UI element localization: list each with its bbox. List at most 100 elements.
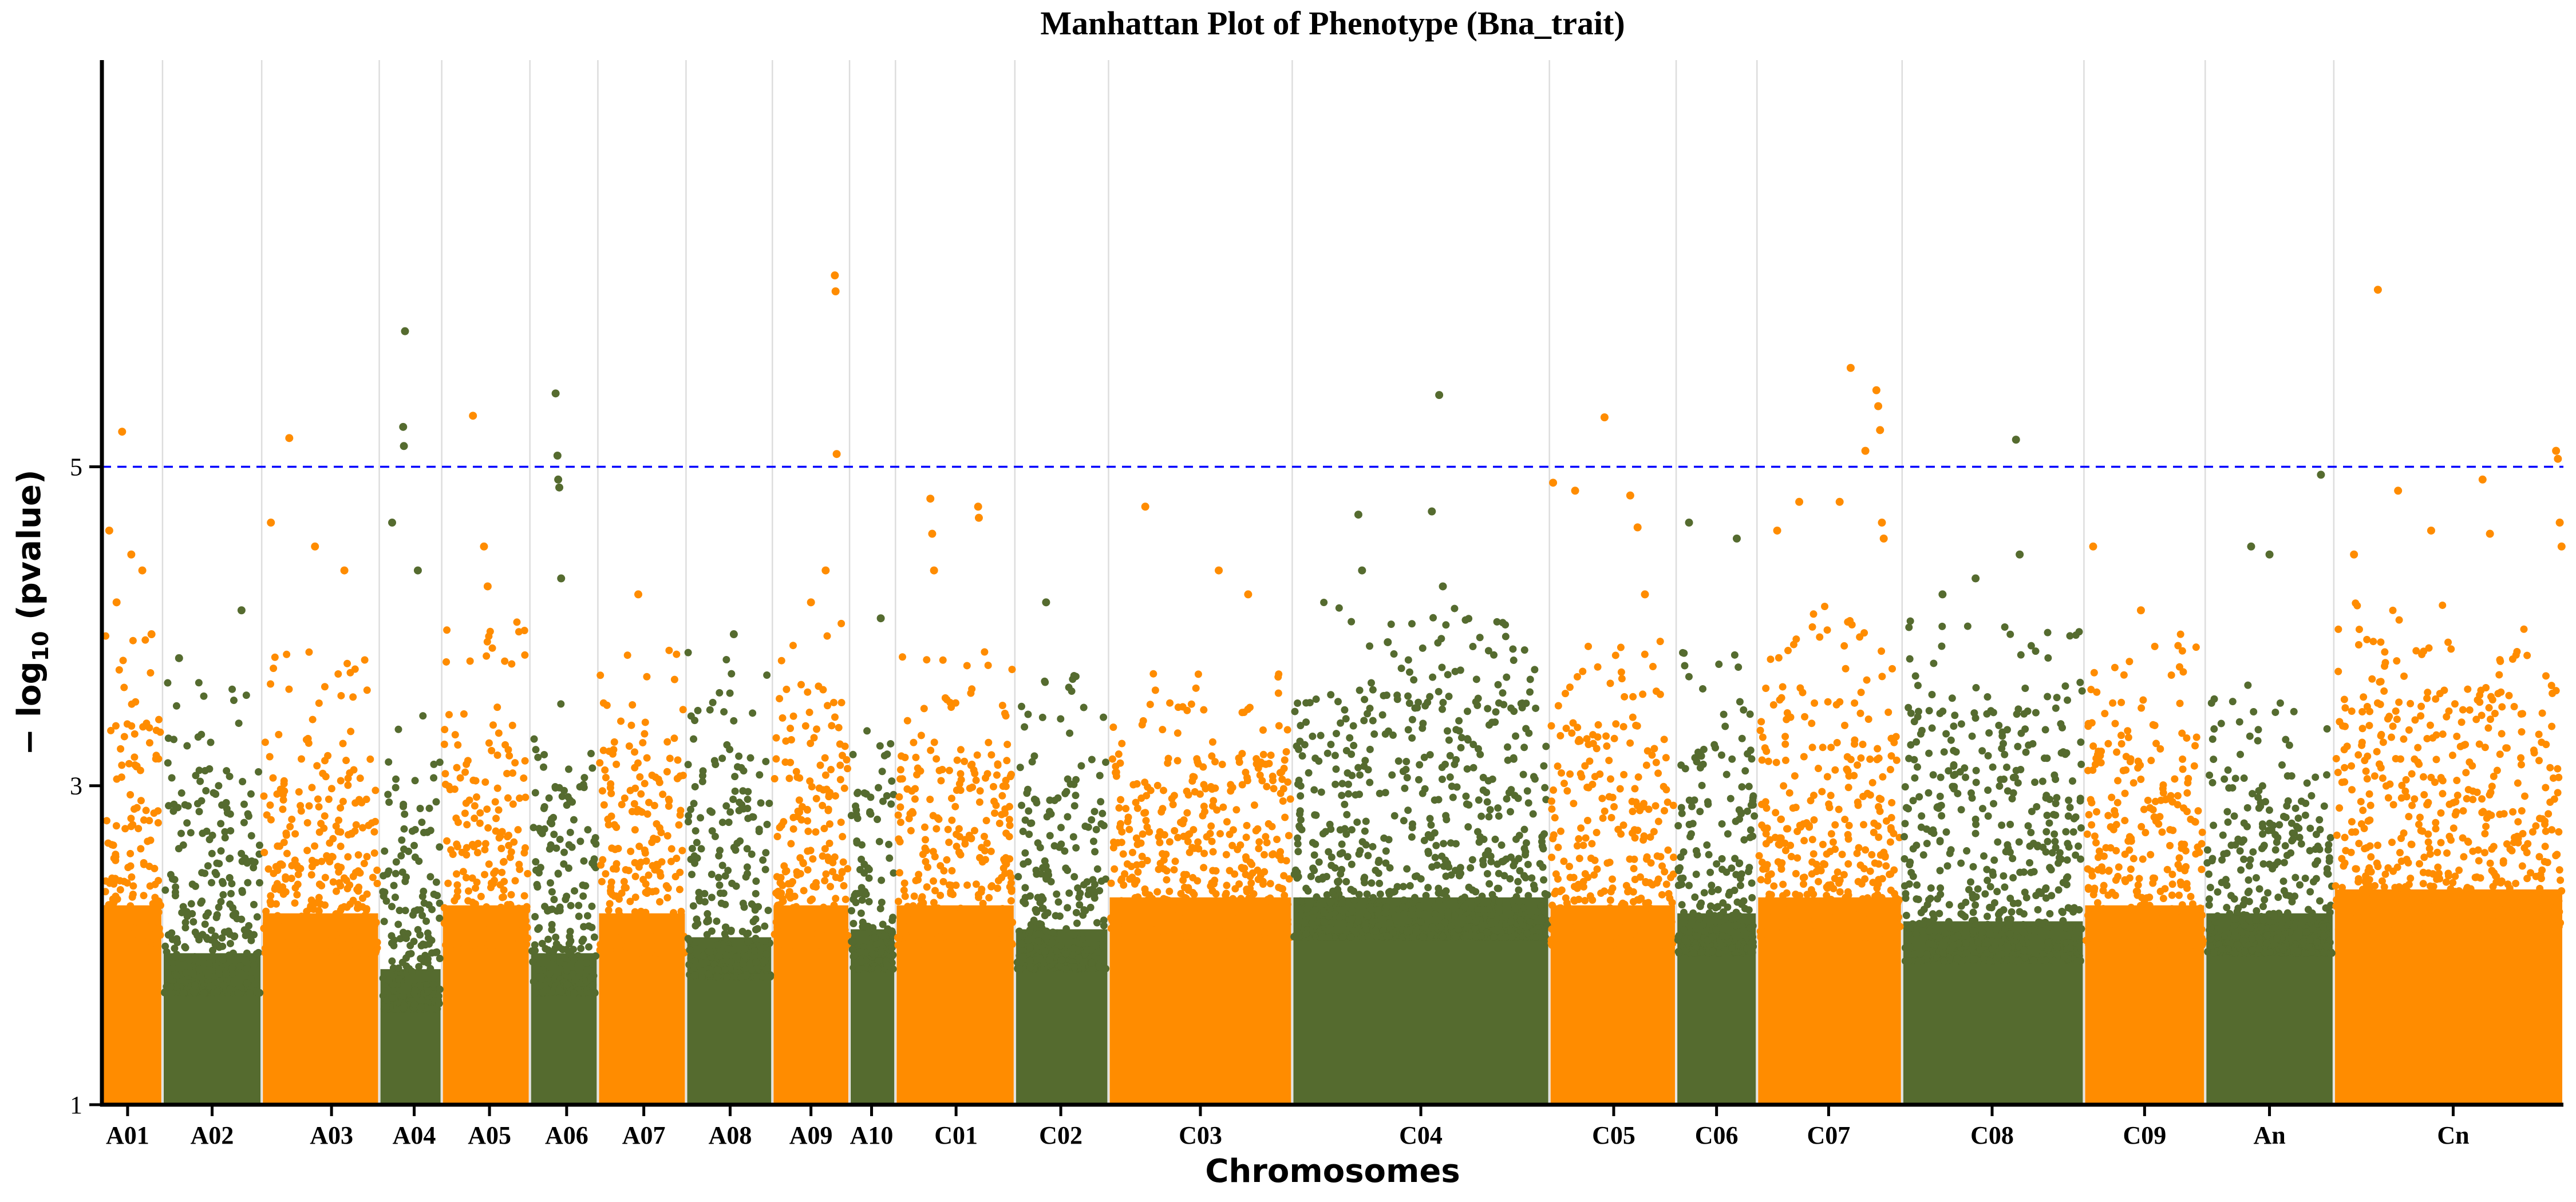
x-tick-label-c05: C05 <box>1592 1121 1635 1149</box>
snp-cloud-c03 <box>1107 670 1294 941</box>
top-snp-point <box>1358 566 1366 575</box>
top-snp-point <box>2317 470 2325 479</box>
x-axis-ticks: A01 A02 A03 A04 A05 A06 A07 A08 A09 A10 C01 C02 C03 C… <box>106 1105 2470 1149</box>
top-snp-point <box>2394 487 2403 495</box>
top-snp-point <box>1795 497 1804 506</box>
top-snp-point <box>2557 542 2566 551</box>
top-snp-point <box>2350 550 2358 559</box>
snp-band-a04 <box>380 969 441 1105</box>
top-snp-point <box>237 606 246 615</box>
top-snp-point <box>469 412 477 420</box>
x-axis-label: Chromosomes <box>1205 1153 1460 1190</box>
top-snp-point <box>480 542 488 551</box>
y-tick-label: 3 <box>70 772 82 800</box>
top-snp-point <box>105 526 113 535</box>
top-snp-point <box>1571 487 1579 495</box>
top-snp-point <box>2016 550 2024 559</box>
x-tick-label-a09: A09 <box>789 1121 833 1149</box>
top-snp-point <box>1874 402 1883 410</box>
top-snp-point <box>2012 436 2020 444</box>
x-tick-label-c09: C09 <box>2123 1121 2166 1149</box>
top-snp-point <box>285 434 294 442</box>
top-snp-point <box>551 389 560 398</box>
y-axis-label-subscript: 10 <box>28 631 53 662</box>
top-snp-point <box>807 598 815 607</box>
y-axis-label-main: − log <box>11 661 48 755</box>
top-snp-point <box>2555 519 2564 527</box>
top-snp-point <box>1435 391 1444 400</box>
x-tick-label-a06: A06 <box>545 1121 588 1149</box>
top-snp-point <box>2478 475 2487 484</box>
top-snp-point <box>2265 550 2274 559</box>
top-snp-point <box>557 574 566 583</box>
snp-cloud-c01 <box>894 648 1017 949</box>
x-tick-label-a03: A03 <box>310 1121 353 1149</box>
top-snp-point <box>175 654 183 662</box>
top-snp-point <box>832 450 841 458</box>
top-snp-point <box>1549 479 1558 487</box>
x-tick-label-an: An <box>2253 1121 2285 1149</box>
x-tick-label-cn: Cn <box>2437 1121 2469 1149</box>
top-snp-point <box>1835 497 1844 506</box>
snp-cloud-a02 <box>161 679 264 997</box>
snp-cloud-a01 <box>100 632 165 949</box>
top-snp-point <box>1354 511 1362 519</box>
snp-cloud-c07 <box>1755 602 1904 941</box>
top-snp-point <box>1141 503 1149 511</box>
top-snp-point <box>1878 519 1886 527</box>
top-snp-point <box>1633 523 1642 532</box>
snp-cloud-c02 <box>1013 671 1110 973</box>
top-snp-point <box>1384 638 1392 646</box>
top-snp-point <box>138 566 147 575</box>
x-tick-label-a10: A10 <box>850 1121 894 1149</box>
top-snp-point <box>1626 491 1634 500</box>
snp-cloud-a08 <box>684 649 775 981</box>
top-snp-point <box>553 451 562 460</box>
top-snp-point <box>928 529 937 538</box>
top-snp-point <box>1938 590 1947 599</box>
top-snp-point <box>147 630 156 639</box>
top-snp-point <box>400 442 408 450</box>
x-tick-label-c06: C06 <box>1695 1121 1739 1149</box>
top-snp-point <box>1773 526 1781 535</box>
top-snp-point <box>974 513 983 522</box>
top-snp-point <box>2486 529 2494 538</box>
top-snp-point <box>340 566 349 575</box>
top-snp-point <box>555 483 564 492</box>
top-snp-point <box>1879 534 1888 543</box>
x-tick-label-a08: A08 <box>709 1121 752 1149</box>
top-snp-point <box>1641 590 1649 599</box>
snp-cloud-a05 <box>440 618 532 949</box>
top-snp-point <box>401 327 409 335</box>
top-snp-point <box>1971 574 1980 583</box>
snp-cloud-cn <box>2332 599 2566 934</box>
top-snp-point <box>974 503 982 511</box>
top-snp-point <box>2247 542 2255 551</box>
top-snp-point <box>267 519 275 527</box>
top-snp-point <box>729 630 738 639</box>
top-snp-point <box>311 542 319 551</box>
snp-cloud-a09 <box>771 619 852 949</box>
top-snp-point <box>1685 519 1693 527</box>
top-snp-point <box>831 271 839 280</box>
y-axis-label: − log10 (pvalue) <box>11 469 53 755</box>
snp-cloud-a04 <box>379 712 444 1013</box>
top-snp-point <box>1600 413 1609 422</box>
top-snp-point <box>821 566 830 575</box>
snp-cloud-c06 <box>1674 649 1759 957</box>
x-tick-label-c01: C01 <box>934 1121 978 1149</box>
x-tick-label-a04: A04 <box>393 1121 436 1149</box>
x-tick-label-c02: C02 <box>1039 1121 1082 1149</box>
top-snp-point <box>831 287 840 296</box>
top-snp-point <box>926 495 935 503</box>
x-tick-label-c08: C08 <box>1970 1121 2014 1149</box>
x-tick-label-a02: A02 <box>191 1121 234 1149</box>
top-snp-point <box>930 566 938 575</box>
top-snp-point <box>118 428 127 436</box>
top-snp-point <box>2136 606 2145 615</box>
top-snp-point <box>1861 446 1870 455</box>
top-snp-point <box>1244 590 1253 599</box>
top-snp-point <box>1439 582 1447 591</box>
top-snp-point <box>1428 507 1436 516</box>
